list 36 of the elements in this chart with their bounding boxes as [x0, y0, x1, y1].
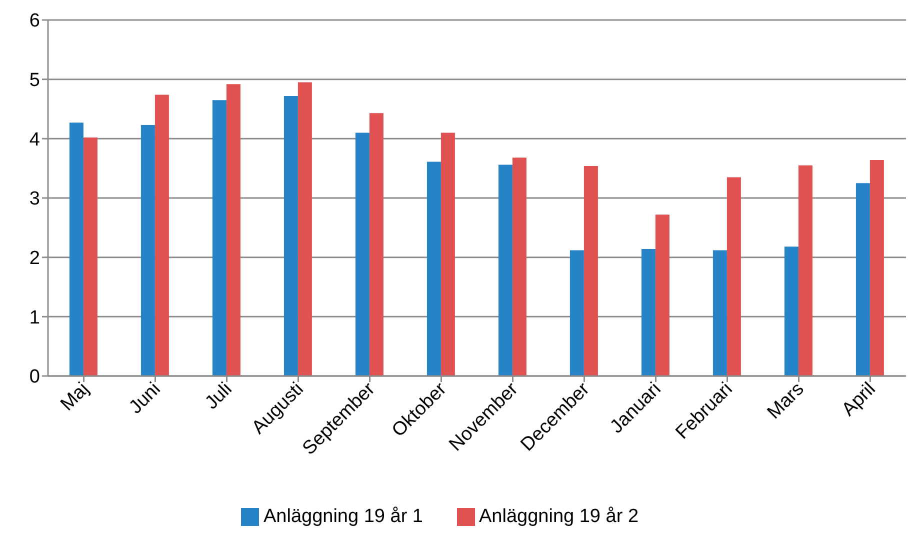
- bar: [570, 250, 584, 376]
- bar: [440, 132, 455, 376]
- bar: [870, 160, 884, 376]
- y-tick-label: 3: [29, 188, 40, 210]
- bar: [712, 250, 727, 376]
- bar: [369, 113, 384, 376]
- y-tick-label: 4: [29, 129, 40, 150]
- bar: [498, 164, 512, 376]
- bar: [298, 82, 312, 376]
- bar: [140, 125, 155, 376]
- bar: [212, 100, 226, 376]
- bar: [726, 177, 741, 376]
- y-tick-label: 5: [29, 70, 40, 92]
- bar: [69, 122, 84, 376]
- bar: [284, 96, 298, 376]
- x-tick-label: Juni: [125, 378, 165, 418]
- y-tick-label: 1: [29, 307, 40, 328]
- bar: [584, 166, 598, 376]
- legend-label: Anläggning 19 år 2: [479, 506, 639, 527]
- bar: [641, 249, 656, 376]
- bar: [784, 246, 798, 376]
- y-tick-label: 6: [29, 10, 40, 32]
- bar: [83, 137, 98, 376]
- bar: [154, 94, 169, 376]
- bar: [426, 162, 441, 376]
- bar: [856, 183, 870, 376]
- bar: [655, 214, 670, 376]
- bar: [798, 165, 812, 376]
- legend-label: Anläggning 19 år 1: [263, 506, 423, 527]
- x-tick-label: Maj: [56, 378, 94, 416]
- y-tick-label: 0: [29, 366, 40, 388]
- x-tick-label: Juli: [201, 378, 236, 414]
- bar: [355, 132, 370, 376]
- bar: [512, 158, 526, 376]
- bar: [226, 84, 240, 376]
- y-tick-label: 2: [29, 248, 40, 270]
